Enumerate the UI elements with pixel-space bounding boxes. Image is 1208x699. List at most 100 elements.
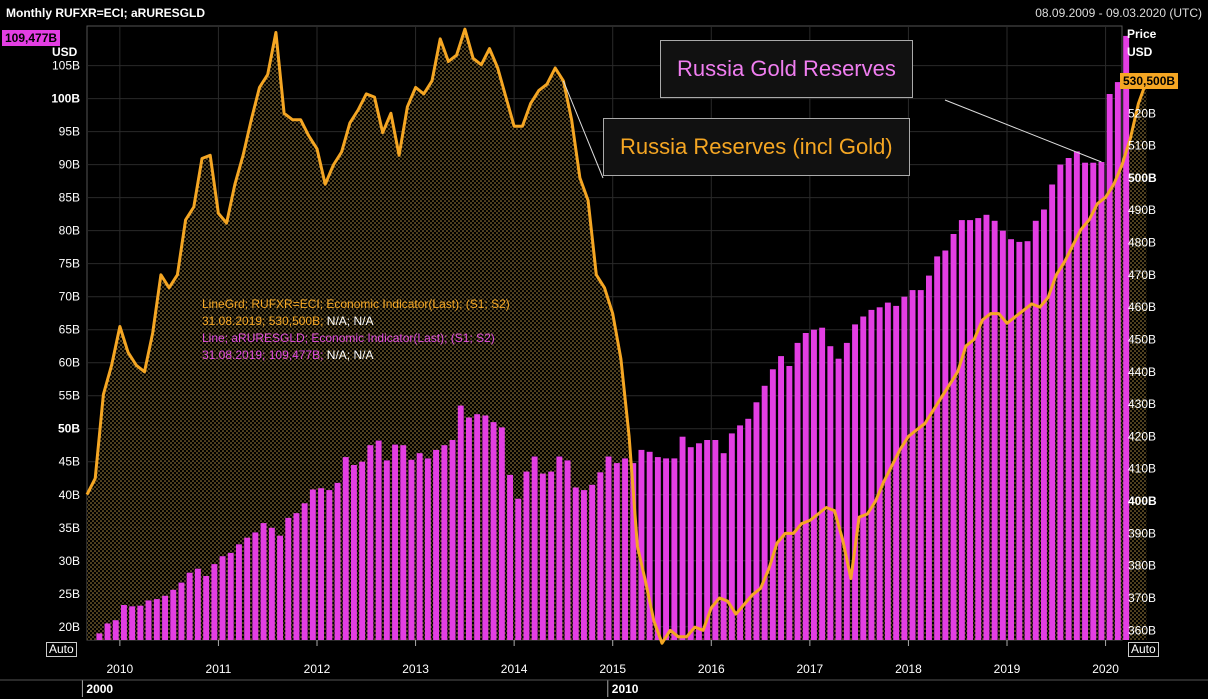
right-tick-label: 400B — [1128, 494, 1157, 508]
gold-bar — [572, 487, 579, 640]
gold-bar — [515, 498, 522, 640]
gold-bar — [112, 620, 119, 640]
left-tick-label: 105B — [52, 59, 80, 73]
right-tick-label: 440B — [1128, 365, 1156, 379]
gold-bar — [581, 490, 587, 640]
era-label: 2000 — [86, 682, 113, 696]
gold-bar — [457, 405, 464, 640]
gold-bar — [778, 356, 784, 640]
gold-bar — [589, 484, 596, 640]
series-info-box: LineGrd; RUFXR=ECI; Economic Indicator(L… — [202, 296, 510, 364]
left-tick-label: 45B — [59, 455, 80, 469]
gold-bar — [162, 595, 168, 640]
gold-bar — [876, 307, 883, 640]
gold-bar — [351, 465, 357, 640]
gold-bar — [145, 600, 152, 640]
gold-bar — [548, 471, 555, 640]
gold-bar — [761, 385, 768, 640]
gold-bar — [917, 290, 924, 640]
right-auto-scale-button[interactable]: Auto — [1128, 642, 1159, 657]
gold-bar — [975, 218, 982, 640]
right-tick-label: 360B — [1128, 623, 1156, 637]
left-tick-label: 30B — [59, 554, 80, 568]
gold-bar — [416, 453, 423, 640]
gold-bar — [507, 474, 513, 640]
gold-bar — [153, 599, 160, 640]
left-tick-label: 40B — [59, 488, 80, 502]
gold-bar — [827, 346, 834, 640]
info-line1-series: LineGrd; RUFXR=ECI; Economic Indicator(L… — [202, 297, 510, 311]
gold-bar — [942, 250, 949, 640]
gold-bar — [1123, 35, 1130, 640]
right-tick-label: 490B — [1128, 203, 1156, 217]
gold-bar — [728, 433, 735, 640]
right-tick-label: 380B — [1128, 559, 1156, 573]
x-tick-label: 2020 — [1092, 662, 1119, 676]
gold-bar — [802, 333, 809, 640]
chart-header: Monthly RUFXR=ECI; aRURESGLD 08.09.2009 … — [0, 0, 1208, 26]
left-tick-label: 65B — [59, 323, 80, 337]
x-tick-label: 2013 — [402, 662, 429, 676]
gold-bar — [227, 552, 234, 640]
gold-bar — [860, 316, 867, 640]
gold-bar — [786, 366, 793, 640]
gold-bar — [704, 440, 711, 640]
left-tick-label: 100B — [51, 92, 80, 106]
gold-bar — [334, 482, 341, 640]
gold-bar — [1008, 239, 1014, 640]
left-axis-unit: USD — [52, 45, 78, 59]
gold-bar — [244, 537, 251, 640]
era-label: 2010 — [612, 682, 639, 696]
date-range[interactable]: 08.09.2009 - 09.03.2020 (UTC) — [1035, 6, 1202, 20]
gold-bar — [260, 523, 267, 640]
gold-bar — [408, 459, 415, 640]
gold-bar — [268, 527, 275, 640]
left-tick-label: 95B — [59, 125, 80, 139]
left-tick-label: 70B — [59, 290, 80, 304]
gold-bar — [490, 422, 497, 640]
gold-callout-leader — [944, 99, 1102, 163]
gold-bar — [753, 402, 760, 640]
gold-bar — [597, 472, 604, 640]
gold-bar — [712, 440, 719, 640]
gold-bar — [1073, 151, 1080, 640]
gold-bar — [696, 443, 702, 640]
gold-bar — [392, 444, 398, 640]
gold-bar — [482, 415, 489, 640]
gold-bar — [1057, 164, 1064, 640]
gold-bar — [638, 449, 645, 640]
gold-bar — [1032, 220, 1039, 641]
gold-bar — [843, 342, 850, 640]
gold-bar — [203, 576, 210, 640]
gold-bar — [383, 460, 390, 640]
gold-bar — [654, 457, 661, 640]
right-tick-label: 470B — [1128, 268, 1156, 282]
gold-bar — [605, 456, 612, 640]
gold-bar — [375, 440, 382, 640]
left-tick-label: 85B — [59, 191, 80, 205]
gold-bar — [967, 220, 973, 640]
right-axis-current-badge: 530,500B — [1120, 73, 1179, 89]
right-tick-label: 420B — [1128, 429, 1156, 443]
reserves-line — [85, 27, 1149, 645]
gold-bar — [194, 568, 201, 640]
gold-bar — [539, 473, 546, 640]
gold-bar — [1065, 158, 1072, 640]
gold-bar — [433, 449, 439, 640]
gold-bar — [466, 417, 472, 640]
left-auto-scale-button[interactable]: Auto — [46, 642, 77, 657]
gold-bar — [1016, 241, 1023, 640]
gold-bar — [498, 427, 505, 640]
gold-bar — [613, 463, 620, 640]
gold-bar — [1098, 162, 1105, 640]
gold-bar — [219, 556, 226, 640]
gold-bar — [129, 606, 136, 640]
left-tick-label: 50B — [58, 422, 80, 436]
x-tick-label: 2011 — [206, 662, 232, 676]
left-tick-label: 55B — [59, 389, 80, 403]
gold-bar — [104, 623, 111, 640]
right-tick-label: 410B — [1128, 462, 1156, 476]
gold-bar — [745, 418, 752, 640]
